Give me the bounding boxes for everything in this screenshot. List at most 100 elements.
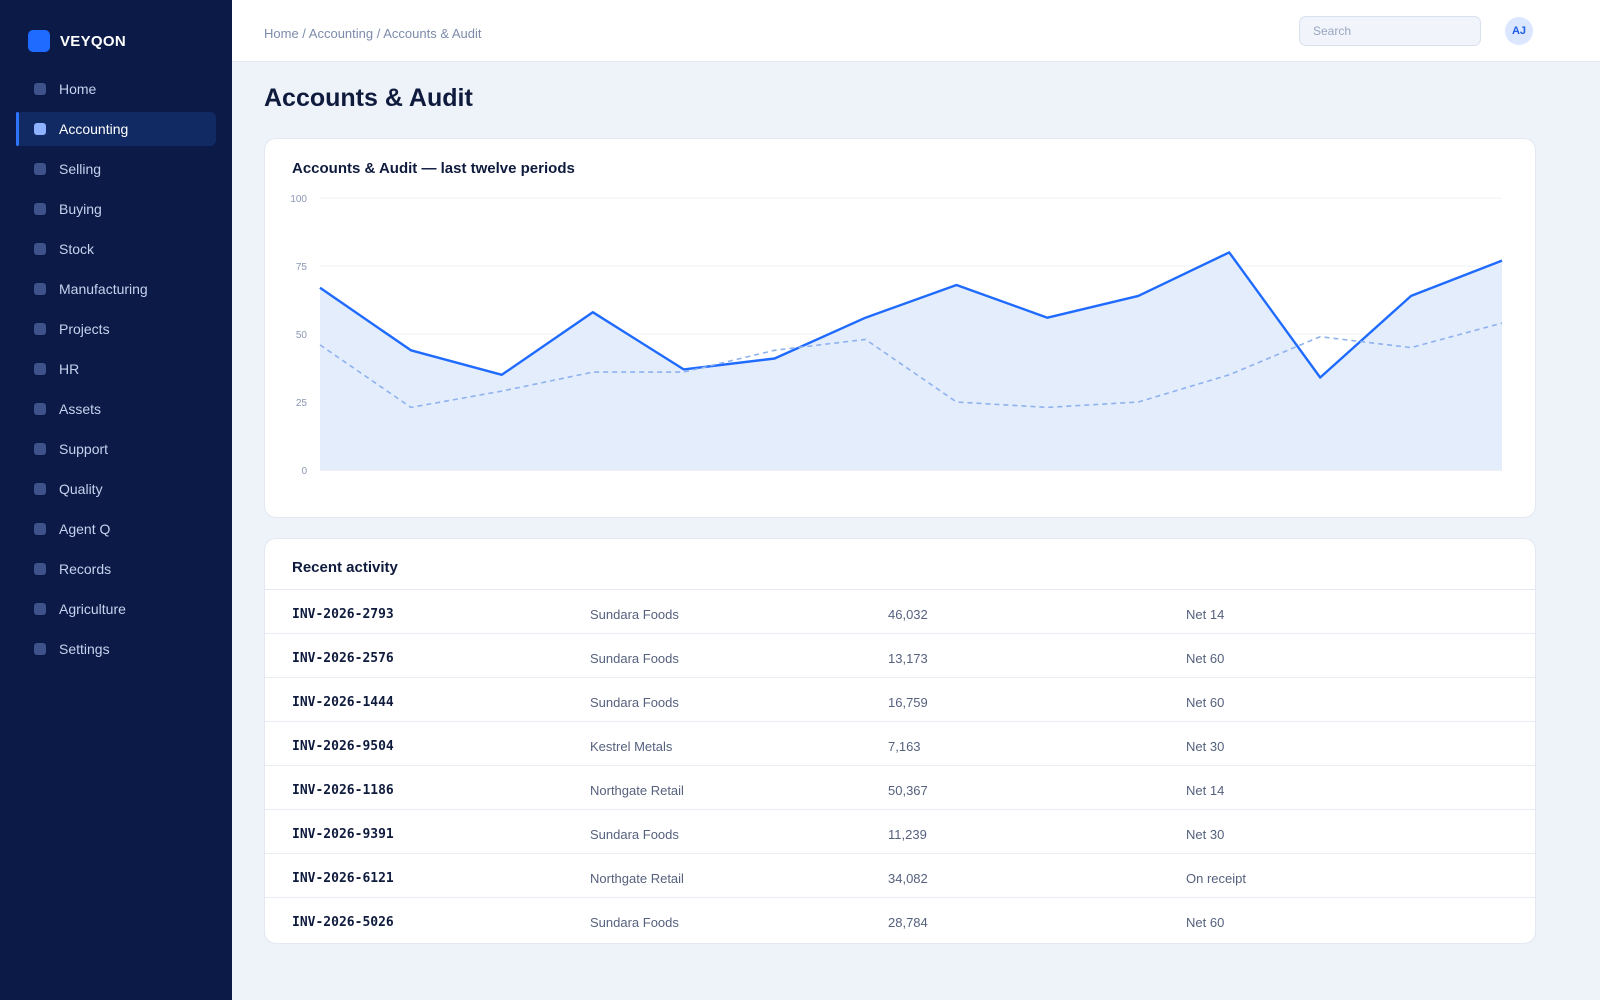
payment-terms: Net 30: [1186, 827, 1225, 842]
activity-card: Recent activity INV-2026-2793 Sundara Fo…: [264, 538, 1536, 944]
brand-name: VEYQON: [60, 32, 126, 50]
table-row[interactable]: INV-2026-2576 Sundara Foods 13,173 Net 6…: [265, 634, 1535, 678]
sidebar-item-home[interactable]: Home: [16, 72, 216, 106]
sidebar-item-records[interactable]: Records: [16, 552, 216, 586]
chart-card: Accounts & Audit — last twelve periods 0…: [264, 138, 1536, 518]
party-name: Kestrel Metals: [590, 739, 673, 754]
party-name: Sundara Foods: [590, 695, 679, 710]
manufacturing-icon: [34, 283, 46, 295]
y-tick-label: 75: [296, 262, 308, 273]
sidebar: VEYQON Home Accounting Selling Buying St…: [0, 0, 232, 1000]
invoice-id: INV-2026-2576: [292, 651, 394, 666]
topbar: Home / Accounting / Accounts & Audit AJ: [232, 0, 1600, 62]
sidebar-item-label: Buying: [59, 201, 102, 217]
payment-terms: Net 30: [1186, 739, 1225, 754]
sidebar-item-label: Projects: [59, 321, 110, 337]
y-tick-label: 0: [301, 466, 307, 477]
series-line-primary: [319, 251, 1503, 379]
table-row[interactable]: INV-2026-1186 Northgate Retail 50,367 Ne…: [265, 766, 1535, 810]
table-row[interactable]: INV-2026-5026 Sundara Foods 28,784 Net 6…: [265, 898, 1535, 942]
sidebar-item-label: HR: [59, 361, 80, 377]
quality-icon: [34, 483, 46, 495]
sidebar-item-label: Agent Q: [59, 521, 111, 537]
amount: 50,367: [888, 783, 928, 798]
sidebar-item-selling[interactable]: Selling: [16, 152, 216, 186]
party-name: Sundara Foods: [590, 915, 679, 930]
invoice-id: INV-2026-9504: [292, 739, 394, 754]
amount: 7,163: [888, 739, 921, 754]
sidebar-item-agriculture[interactable]: Agriculture: [16, 592, 216, 626]
amount: 16,759: [888, 695, 928, 710]
agriculture-icon: [34, 603, 46, 615]
hr-icon: [34, 363, 46, 375]
buying-icon: [34, 203, 46, 215]
sidebar-item-agent-q[interactable]: Agent Q: [16, 512, 216, 546]
invoice-id: INV-2026-1186: [292, 783, 394, 798]
sidebar-item-label: Settings: [59, 641, 110, 657]
sidebar-item-label: Home: [59, 81, 97, 97]
sidebar-item-projects[interactable]: Projects: [16, 312, 216, 346]
sidebar-item-stock[interactable]: Stock: [16, 232, 216, 266]
breadcrumb: Home / Accounting / Accounts & Audit: [264, 26, 482, 41]
sidebar-item-accounting[interactable]: Accounting: [16, 112, 216, 146]
sidebar-item-assets[interactable]: Assets: [16, 392, 216, 426]
brand-logo-icon: [28, 30, 50, 52]
table-row[interactable]: INV-2026-2793 Sundara Foods 46,032 Net 1…: [265, 590, 1535, 634]
party-name: Northgate Retail: [590, 871, 684, 886]
sidebar-item-label: Agriculture: [59, 601, 126, 617]
payment-terms: Net 60: [1186, 915, 1225, 930]
sidebar-item-manufacturing[interactable]: Manufacturing: [16, 272, 216, 306]
chart-title: Accounts & Audit — last twelve periods: [292, 160, 575, 177]
invoice-id: INV-2026-5026: [292, 915, 394, 930]
y-tick-label: 100: [290, 194, 307, 205]
amount: 34,082: [888, 871, 928, 886]
records-icon: [34, 563, 46, 575]
party-name: Sundara Foods: [590, 827, 679, 842]
invoice-id: INV-2026-6121: [292, 871, 394, 886]
sidebar-item-label: Records: [59, 561, 112, 577]
sidebar-item-label: Selling: [59, 161, 102, 177]
projects-icon: [34, 323, 46, 335]
sidebar-item-label: Quality: [59, 481, 103, 497]
payment-terms: Net 14: [1186, 783, 1225, 798]
series-line-secondary: [319, 322, 1503, 409]
invoice-id: INV-2026-9391: [292, 827, 394, 842]
agent-q-icon: [34, 523, 46, 535]
invoice-id: INV-2026-1444: [292, 695, 394, 710]
selling-icon: [34, 163, 46, 175]
sidebar-item-support[interactable]: Support: [16, 432, 216, 466]
sidebar-nav: Home Accounting Selling Buying Stock Man…: [16, 72, 216, 672]
payment-terms: Net 60: [1186, 651, 1225, 666]
table-row[interactable]: INV-2026-9504 Kestrel Metals 7,163 Net 3…: [265, 722, 1535, 766]
stock-icon: [34, 243, 46, 255]
sidebar-item-quality[interactable]: Quality: [16, 472, 216, 506]
table-row[interactable]: INV-2026-9391 Sundara Foods 11,239 Net 3…: [265, 810, 1535, 854]
brand[interactable]: VEYQON: [28, 30, 126, 52]
activity-table: INV-2026-2793 Sundara Foods 46,032 Net 1…: [265, 589, 1535, 942]
sidebar-item-buying[interactable]: Buying: [16, 192, 216, 226]
sidebar-item-label: Assets: [59, 401, 102, 417]
table-row[interactable]: INV-2026-6121 Northgate Retail 34,082 On…: [265, 854, 1535, 898]
activity-title: Recent activity: [292, 559, 398, 576]
party-name: Northgate Retail: [590, 783, 684, 798]
home-icon: [34, 83, 46, 95]
amount: 11,239: [888, 827, 927, 842]
avatar[interactable]: AJ: [1505, 17, 1533, 45]
payment-terms: Net 60: [1186, 695, 1225, 710]
sidebar-item-label: Stock: [59, 241, 95, 257]
sidebar-item-label: Support: [59, 441, 109, 457]
payment-terms: Net 14: [1186, 607, 1225, 622]
table-row[interactable]: INV-2026-1444 Sundara Foods 16,759 Net 6…: [265, 678, 1535, 722]
sidebar-item-settings[interactable]: Settings: [16, 632, 216, 666]
series-area: [320, 252, 1502, 470]
sidebar-item-hr[interactable]: HR: [16, 352, 216, 386]
y-tick-label: 25: [296, 398, 308, 409]
support-icon: [34, 443, 46, 455]
search-input[interactable]: [1299, 16, 1481, 46]
accounting-icon: [34, 123, 46, 135]
page-title: Accounts & Audit: [264, 84, 473, 112]
invoice-id: INV-2026-2793: [292, 607, 394, 622]
y-tick-label: 50: [296, 330, 308, 341]
assets-icon: [34, 403, 46, 415]
amount: 46,032: [888, 607, 928, 622]
